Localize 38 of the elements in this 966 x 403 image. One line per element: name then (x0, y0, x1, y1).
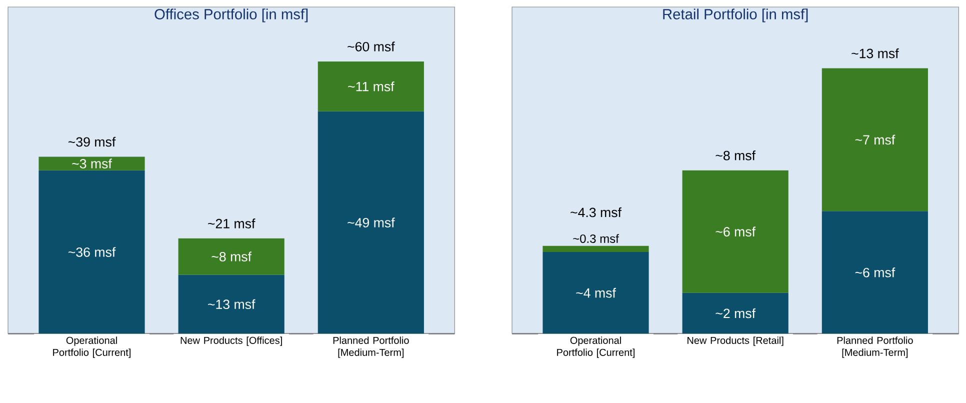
data-label: ~6 msf (716, 226, 756, 236)
bar (38, 156, 145, 170)
data-label: ~8 msf (212, 252, 252, 262)
total-label: ~4.3 msf (570, 207, 622, 218)
bar (542, 246, 649, 252)
data-label: ~6 msf (855, 268, 896, 278)
data-label: ~2 msf (716, 308, 756, 318)
data-label: ~36 msf (68, 247, 116, 257)
x-tick-label: Planned Portfolio [Medium-Term] (837, 336, 913, 358)
data-label: ~13 msf (208, 299, 256, 310)
total-label: ~21 msf (208, 218, 256, 228)
x-tick-label: New Products [Offices] (180, 336, 282, 346)
total-label: ~13 msf (852, 48, 899, 58)
x-tick-label: Operational Portfolio [Current] (557, 336, 634, 358)
x-tick-label: New Products [Retail] (688, 336, 784, 346)
bar (178, 238, 284, 275)
bar (542, 252, 649, 334)
data-label: ~11 msf (348, 82, 394, 92)
bar (318, 111, 424, 334)
bar (38, 170, 145, 334)
total-label: ~39 msf (68, 136, 116, 147)
data-label: ~49 msf (348, 218, 395, 228)
chart-title: Offices Portfolio [in msf] (154, 8, 308, 22)
data-label: ~0.3 msf (573, 234, 619, 243)
data-label: ~7 msf (855, 134, 896, 145)
data-label: ~4 msf (576, 288, 616, 298)
total-label: ~60 msf (348, 42, 395, 52)
bar (822, 211, 928, 334)
data-label: ~3 msf (72, 158, 112, 168)
x-tick-label: Planned Portfolio [Medium-Term] (333, 336, 409, 358)
total-label: ~8 msf (716, 150, 756, 160)
bar (682, 170, 788, 293)
bar (682, 292, 788, 334)
x-tick-label: Operational Portfolio [Current] (53, 336, 130, 358)
bar (178, 274, 284, 334)
chart-title: Retail Portfolio [in msf] (663, 8, 808, 22)
bar (822, 68, 928, 212)
bar (318, 61, 424, 112)
